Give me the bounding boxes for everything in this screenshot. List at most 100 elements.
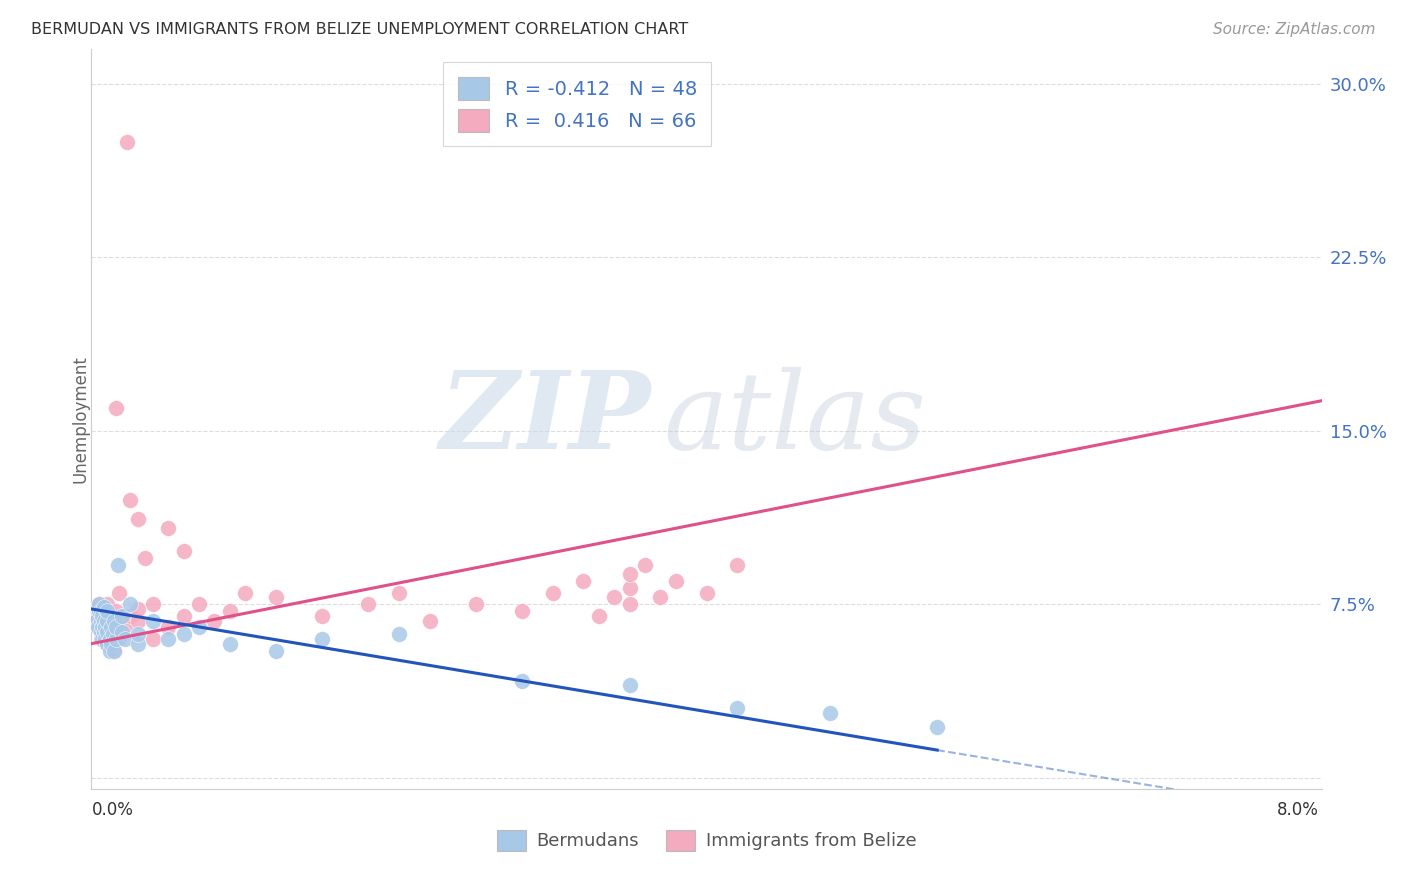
Point (927, 720, 949, 734)
Point (111, 608, 134, 623)
Point (96, 637, 118, 651)
Point (96, 625, 118, 640)
Point (464, 598, 486, 612)
Point (103, 643, 125, 657)
Point (111, 625, 134, 640)
Point (96, 598, 118, 612)
Legend: Bermudans, Immigrants from Belize: Bermudans, Immigrants from Belize (489, 822, 924, 858)
Point (86, 620, 108, 634)
Point (90, 614, 112, 628)
Point (619, 581, 641, 595)
Point (115, 135, 138, 149)
Point (572, 574, 595, 589)
Point (108, 586, 131, 600)
Point (87, 604, 110, 618)
Point (173, 608, 195, 623)
Point (90, 608, 112, 623)
Point (134, 551, 156, 566)
Point (419, 614, 441, 628)
Point (100, 637, 122, 651)
Point (118, 493, 141, 508)
Point (127, 627, 149, 641)
Point (91, 625, 114, 640)
Point (93, 625, 115, 640)
Point (103, 620, 125, 634)
Y-axis label: Unemployment: Unemployment (72, 355, 89, 483)
Point (188, 620, 211, 634)
Point (218, 637, 240, 651)
Point (101, 627, 124, 641)
Point (98, 620, 121, 634)
Point (84, 614, 107, 628)
Point (94, 632, 117, 646)
Point (91, 632, 114, 646)
Point (202, 614, 225, 628)
Point (90, 604, 112, 618)
Point (107, 558, 129, 572)
Point (619, 678, 641, 692)
Point (103, 643, 125, 657)
Point (603, 591, 626, 605)
Point (111, 625, 134, 640)
Point (91, 620, 114, 634)
Point (588, 608, 610, 623)
Point (173, 627, 195, 641)
Point (86, 620, 108, 634)
Point (619, 567, 641, 582)
Text: BERMUDAN VS IMMIGRANTS FROM BELIZE UNEMPLOYMENT CORRELATION CHART: BERMUDAN VS IMMIGRANTS FROM BELIZE UNEMP… (31, 22, 688, 37)
Point (98, 632, 121, 646)
Text: Source: ZipAtlas.com: Source: ZipAtlas.com (1212, 22, 1375, 37)
Point (311, 608, 333, 623)
Point (103, 614, 125, 628)
Point (695, 586, 717, 600)
Point (114, 632, 136, 646)
Point (142, 614, 165, 628)
Point (107, 632, 129, 646)
Point (93, 599, 115, 614)
Point (157, 632, 180, 646)
Point (142, 598, 165, 612)
Point (105, 620, 127, 634)
Point (93, 604, 115, 618)
Point (510, 604, 533, 618)
Point (96, 614, 118, 628)
Point (94, 620, 117, 634)
Point (111, 608, 134, 623)
Point (541, 586, 564, 600)
Point (127, 602, 149, 616)
Point (157, 620, 180, 634)
Point (218, 604, 240, 618)
Point (634, 558, 657, 572)
Point (127, 512, 149, 526)
Point (100, 620, 122, 634)
Point (87, 604, 110, 618)
Point (233, 586, 256, 600)
Point (650, 591, 672, 605)
Text: 0.0%: 0.0% (91, 801, 134, 819)
Point (157, 521, 180, 535)
Point (98, 643, 121, 657)
Point (96, 608, 118, 623)
Point (96, 620, 118, 634)
Point (87, 598, 110, 612)
Point (114, 620, 136, 634)
Point (94, 625, 117, 640)
Point (98, 632, 121, 646)
Point (105, 604, 127, 618)
Text: atlas: atlas (664, 367, 927, 472)
Point (96, 604, 118, 618)
Point (188, 598, 211, 612)
Point (90, 620, 112, 634)
Point (101, 614, 124, 628)
Point (87, 598, 110, 612)
Point (96, 637, 118, 651)
Point (725, 558, 748, 572)
Point (93, 614, 115, 628)
Point (127, 614, 149, 628)
Point (510, 673, 533, 688)
Point (100, 627, 122, 641)
Point (388, 627, 411, 641)
Point (818, 706, 841, 720)
Point (388, 586, 411, 600)
Point (127, 637, 149, 651)
